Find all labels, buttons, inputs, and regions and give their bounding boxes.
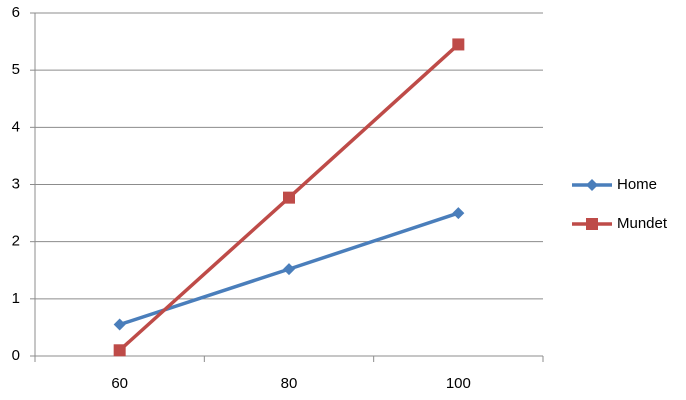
legend-marker — [586, 179, 598, 191]
y-tick-label: 5 — [12, 61, 20, 78]
point-marker — [452, 38, 465, 51]
point-marker — [452, 207, 465, 220]
y-tick-label: 3 — [12, 175, 20, 192]
x-tick-label: 80 — [281, 375, 298, 392]
legend-marker — [586, 218, 598, 230]
point-marker — [283, 191, 295, 204]
legend-label: Mundet — [617, 215, 668, 232]
y-tick-label: 6 — [12, 4, 20, 21]
legend-label: Home — [617, 176, 657, 193]
point-marker — [113, 318, 126, 331]
point-marker — [283, 263, 295, 276]
y-tick-label: 4 — [12, 118, 20, 135]
x-tick-label: 60 — [111, 375, 128, 392]
y-tick-label: 0 — [12, 347, 20, 364]
y-tick-label: 2 — [12, 233, 20, 250]
point-marker — [113, 344, 126, 357]
x-tick-label: 100 — [446, 375, 471, 392]
y-tick-label: 1 — [12, 290, 20, 307]
